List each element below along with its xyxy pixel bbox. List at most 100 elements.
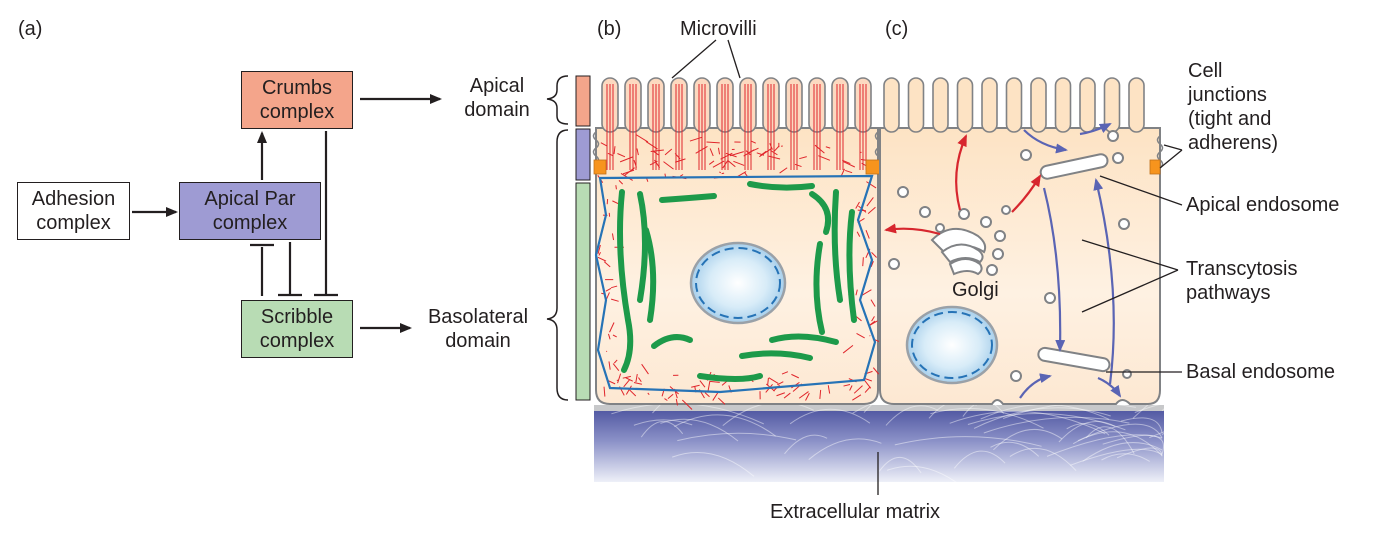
microvillus (1054, 77, 1072, 133)
terminal-web-filament (768, 155, 781, 160)
ecm-fiber (973, 407, 1111, 429)
cortical-membrane-outline (594, 174, 877, 394)
cortical-actin-filament (872, 367, 880, 375)
microvilli-leader-1 (671, 39, 717, 79)
terminal-web-filament (750, 140, 756, 144)
mitochondrion (739, 350, 813, 361)
apical-endosome (1039, 153, 1109, 180)
ecm-label: Extracellular matrix (770, 501, 941, 523)
cortical-actin-filament (869, 320, 878, 326)
cortical-actin-filament (607, 333, 611, 340)
cortical-actin-filament (613, 359, 618, 364)
ecm-fiber (894, 436, 1042, 447)
panel-label-b: (b) (597, 18, 622, 40)
ecm-fiber (1082, 442, 1163, 462)
ecm-fiber (967, 412, 1126, 431)
cortical-actin-filament (791, 373, 800, 379)
cortical-actin-filament (647, 392, 650, 396)
terminal-web-filament (720, 152, 733, 160)
cortical-actin-filament (611, 233, 615, 241)
cortical-actin-filament (625, 385, 632, 395)
cell-junction-right (1149, 135, 1164, 175)
ecm-fiber (1132, 390, 1169, 419)
cortical-actin-filament (869, 335, 871, 337)
mitochondrion (637, 191, 648, 303)
ecm-fiber (789, 408, 871, 425)
ecm-fiber (672, 451, 755, 477)
mitochondrion (809, 191, 832, 235)
mitochondrion (697, 373, 763, 382)
basement-membrane (594, 405, 1164, 411)
cortical-actin-filament (618, 180, 624, 185)
cell-junctions-line1: Cell (1188, 60, 1223, 82)
cortical-actin-filament (622, 375, 631, 379)
ecm-fiber (1101, 453, 1150, 462)
apical-endosome-leader (1099, 175, 1183, 206)
microvillus (1030, 77, 1047, 133)
microvilli-label: Microvilli (680, 18, 757, 40)
cortical-actin-filament (776, 392, 785, 397)
cortical-actin-filament (612, 363, 620, 371)
cortical-actin-filament (623, 379, 631, 388)
terminal-web-filament (722, 160, 728, 169)
cortical-actin-filament (805, 392, 810, 401)
cortical-actin-filament (629, 389, 637, 397)
extracellular-matrix (594, 408, 1164, 482)
microvillus (956, 77, 974, 133)
inhibit-scribble-to-apicalpar (250, 243, 274, 296)
cortical-actin-filament (871, 316, 875, 322)
ecm-fiber (1009, 447, 1077, 472)
ecm-fiber (1046, 434, 1163, 457)
cortical-actin-filament (855, 289, 858, 296)
basolateral-domain-brace (546, 129, 569, 401)
terminal-web-filament (759, 148, 772, 158)
adhesion-complex-box: Adhesion complex (17, 182, 130, 240)
adhesion-complex-line2: complex (36, 212, 111, 234)
ecm-fiber (983, 416, 1130, 434)
cortical-actin-filament (603, 261, 611, 268)
ecm-fiber (1149, 421, 1192, 439)
basolateral-domain-bar (575, 182, 591, 401)
terminal-web-filament (607, 152, 614, 157)
ecm-fiber (1070, 448, 1163, 466)
red-transport-arrows (884, 134, 1042, 236)
terminal-web-filament (649, 160, 658, 166)
terminal-web-filament (708, 160, 715, 165)
microvillus (1005, 77, 1023, 133)
cortical-actin-filament (849, 385, 853, 391)
ecm-fiber (1058, 420, 1116, 443)
cortical-actin-filament (865, 230, 870, 239)
mitochondrion (617, 189, 634, 373)
ecm-fiber (949, 411, 1106, 435)
ecm-fiber (885, 405, 939, 426)
terminal-web-filament (633, 159, 637, 168)
ecm-fiber (1116, 447, 1163, 459)
terminal-web-filament (645, 141, 658, 150)
cortical-actin-filament (712, 391, 719, 401)
terminal-web-filament (689, 136, 703, 142)
terminal-web-filament (845, 169, 853, 174)
apical-par-complex-line2: complex (212, 212, 288, 234)
mitochondrion (659, 193, 717, 203)
terminal-web-filament (663, 161, 674, 170)
microvillus (1079, 77, 1096, 133)
cortical-actin-filament (641, 363, 649, 375)
ecm-fiber (953, 450, 1006, 469)
cortical-actin-filament (768, 377, 779, 384)
terminal-web-filament (675, 158, 686, 163)
apical-domain-line2: domain (464, 99, 530, 121)
cortical-actin-filament (638, 377, 642, 383)
transcytosis-leader-1 (1081, 239, 1179, 271)
crumbs-complex-line1: Crumbs (261, 77, 332, 99)
mitochondrion (651, 334, 693, 349)
cortical-actin-filament (870, 299, 876, 307)
cortical-actin-filament (633, 382, 643, 385)
cortical-actin-filament (867, 206, 876, 215)
cortical-actin-filament (709, 380, 720, 383)
mitochondrion (813, 241, 825, 335)
terminal-web-filament (712, 160, 725, 168)
cortical-actin-filament (853, 385, 863, 394)
ecm-fiber (1077, 423, 1163, 442)
junctions-leader-2 (1159, 149, 1183, 169)
apical-domain-label: Apical domain (452, 74, 542, 122)
